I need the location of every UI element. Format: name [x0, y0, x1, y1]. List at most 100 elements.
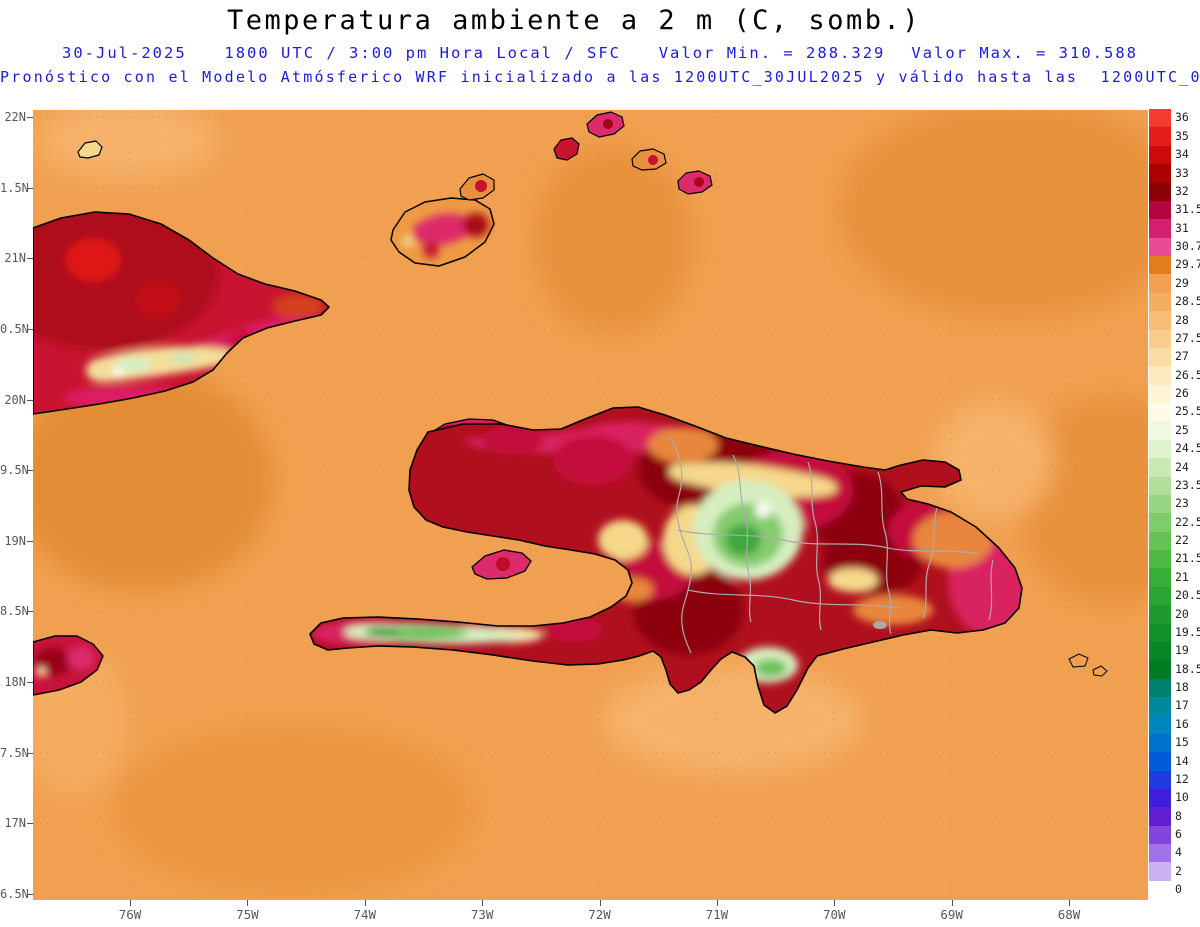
colorbar-label: 36 — [1175, 110, 1189, 125]
y-tick-label: 0.5N — [0, 321, 29, 336]
colorbar-label: 15 — [1175, 735, 1189, 750]
colorbar-swatch — [1149, 164, 1171, 183]
colorbar-swatch — [1149, 458, 1171, 477]
colorbar-label: 25 — [1175, 422, 1189, 437]
subheader-line: 30-Jul-2025 1800 UTC / 3:00 pm Hora Loca… — [62, 44, 1138, 62]
x-tick-label: 76W — [118, 907, 142, 922]
forecast-description: Pronóstico con el Modelo Atmósferico WRF… — [0, 68, 1200, 86]
colorbar-label: 2 — [1175, 863, 1182, 878]
value-max: Valor Max. = 310.588 — [911, 44, 1138, 62]
y-tick-mark — [27, 187, 33, 189]
y-tick-label: 7.5N — [0, 745, 29, 760]
colorbar-label: 12 — [1175, 771, 1189, 786]
x-tick-mark — [247, 900, 249, 906]
colorbar-swatch — [1149, 329, 1171, 348]
colorbar-swatch — [1149, 274, 1171, 293]
y-tick-mark — [27, 894, 33, 896]
x-tick-mark — [951, 900, 953, 906]
colorbar-swatch — [1149, 862, 1171, 881]
colorbar-swatch — [1149, 384, 1171, 403]
colorbar-label: 26.5 — [1175, 367, 1200, 382]
colorbar-label: 27.5 — [1175, 330, 1200, 345]
x-tick-mark — [1069, 900, 1070, 906]
colorbar-label: 31.5 — [1175, 202, 1200, 217]
colorbar-label: 22.5 — [1175, 514, 1200, 529]
colorbar-label: 32 — [1175, 183, 1189, 198]
y-tick-label: 8.5N — [0, 604, 29, 619]
minmax-values: Valor Min. = 288.329 Valor Max. = 310.58… — [659, 44, 1138, 62]
colorbar-swatches — [1149, 109, 1171, 900]
y-tick-mark — [27, 540, 33, 542]
colorbar-label: 35 — [1175, 128, 1189, 143]
colorbar-swatch — [1149, 237, 1171, 256]
gridlines — [33, 110, 1148, 900]
colorbar-label: 20 — [1175, 606, 1189, 621]
y-tick-mark — [27, 611, 33, 613]
colorbar-label: 14 — [1175, 753, 1189, 768]
colorbar-label: 25.5 — [1175, 404, 1200, 419]
colorbar-label: 18 — [1175, 680, 1189, 695]
colorbar-swatch — [1149, 219, 1171, 238]
x-tick-mark — [834, 900, 836, 906]
colorbar-swatch — [1149, 568, 1171, 587]
colorbar-swatch — [1149, 347, 1171, 367]
y-tick-mark — [27, 328, 33, 330]
colorbar-label: 28 — [1175, 312, 1189, 327]
y-tick-label: 17N — [4, 816, 26, 831]
colorbar-label: 29 — [1175, 275, 1189, 290]
x-tick-mark — [716, 900, 718, 906]
colorbar-swatch — [1149, 586, 1171, 606]
ocean-temperature-patches — [33, 110, 1148, 895]
colorbar-swatch — [1149, 292, 1171, 312]
colorbar-label: 18.5 — [1175, 661, 1200, 676]
colorbar-labels: 36 35 34 33 32 31.5 31 30.7 29.7 29 28.5 28 27.5 27 26… — [1175, 109, 1200, 899]
colorbar-swatch — [1149, 715, 1171, 734]
colorbar-swatch — [1149, 807, 1171, 826]
y-tick-mark — [27, 117, 33, 118]
colorbar-swatch — [1149, 256, 1171, 275]
colorbar-label: 0 — [1175, 882, 1182, 897]
gonave-island — [471, 549, 532, 580]
y-tick-label: 21N — [4, 251, 26, 266]
y-tick-mark — [27, 258, 33, 260]
colorbar-label: 6 — [1175, 827, 1182, 842]
colorbar-label: 31 — [1175, 220, 1189, 235]
jamaica-island — [33, 635, 104, 696]
colorbar-swatch — [1149, 697, 1171, 716]
colorbar-swatch — [1149, 531, 1171, 550]
x-axis: 76W 75W 74W 73W 72W 71W 70W 69W 68W — [33, 900, 1148, 927]
colorbar-label: 21 — [1175, 569, 1189, 584]
y-tick-mark — [27, 823, 33, 825]
caicos-islands — [553, 111, 713, 195]
colorbar-label: 24.5 — [1175, 441, 1200, 456]
great-inagua-island — [390, 197, 495, 267]
y-axis: 22N 1.5N 21N 0.5N 20N 9.5N 19N 8.5N 18N 7.5N 17N 6.… — [0, 110, 33, 901]
colorbar-swatch — [1149, 311, 1171, 330]
valid-time: 1800 UTC / 3:00 pm Hora Local / SFC — [224, 44, 621, 62]
colorbar-swatch — [1149, 182, 1171, 201]
colorbar-swatch — [1149, 109, 1171, 128]
colorbar-swatch — [1149, 476, 1171, 495]
little-inagua-island — [459, 173, 495, 201]
colorbar-swatch — [1149, 660, 1171, 679]
colorbar-label: 34 — [1175, 147, 1189, 162]
colorbar-swatch — [1149, 127, 1171, 146]
city-mark — [873, 621, 887, 629]
colorbar-swatch — [1149, 439, 1171, 459]
x-tick-label: 72W — [588, 907, 611, 922]
colorbar-swatch — [1149, 513, 1171, 532]
x-tick-label: 70W — [822, 907, 846, 922]
colorbar-label: 20.5 — [1175, 588, 1200, 603]
colorbar-label: 17 — [1175, 698, 1189, 713]
colorbar-swatch — [1149, 678, 1171, 697]
y-tick-label: 9.5N — [0, 463, 29, 478]
colorbar-label: 23 — [1175, 496, 1189, 511]
y-tick-mark — [27, 682, 33, 684]
x-tick-label: 75W — [236, 907, 259, 922]
colorbar-swatch — [1149, 641, 1171, 661]
colorbar-swatch — [1149, 550, 1171, 569]
page-title: Temperatura ambiente a 2 m (C, somb.) — [227, 5, 921, 36]
colorbar-label: 8 — [1175, 808, 1182, 823]
colorbar-label: 16 — [1175, 716, 1189, 731]
